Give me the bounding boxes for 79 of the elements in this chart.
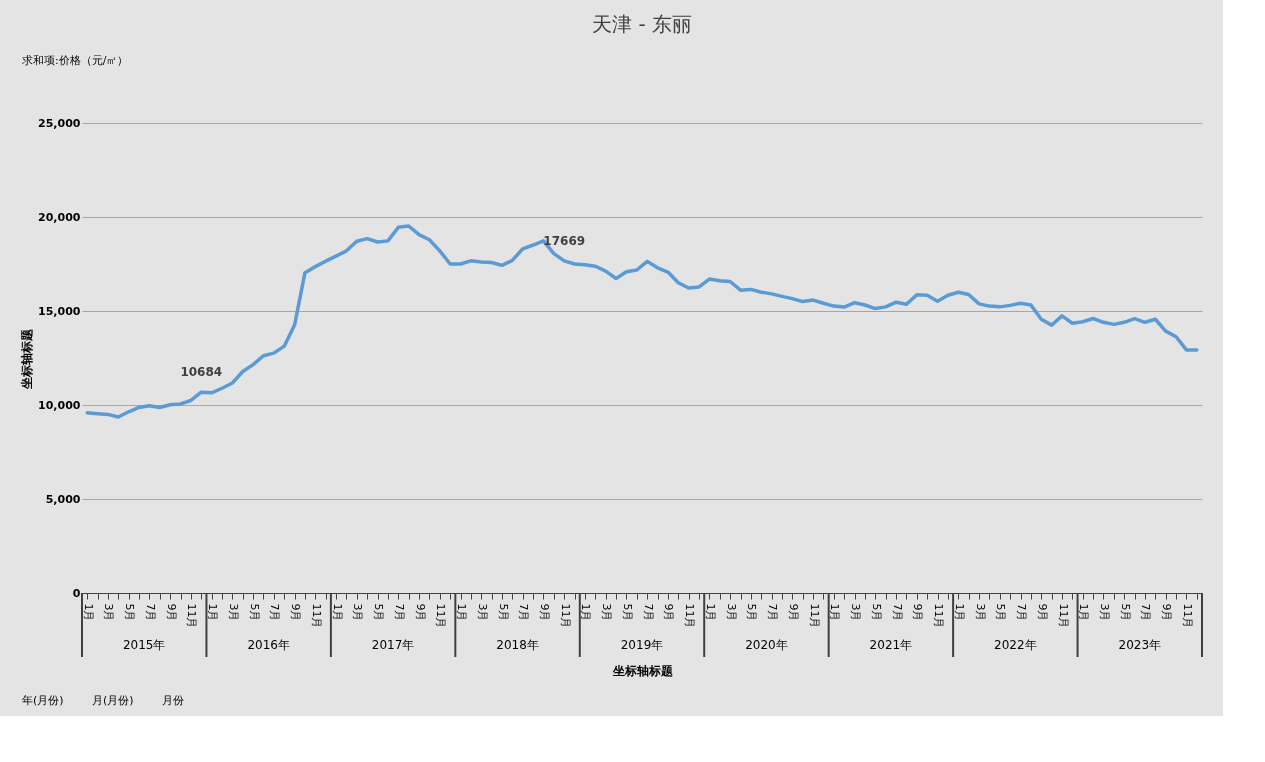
chart-title: 天津 - 东丽 xyxy=(592,12,692,36)
x-tick-label: 9月 xyxy=(911,603,925,622)
y-tick-label: 10,000 xyxy=(38,398,81,412)
x-tick-label: 11月 xyxy=(1180,603,1194,629)
x-tick-label: 3月 xyxy=(1097,603,1111,622)
text: 求和项:价格（元/㎡） xyxy=(22,54,129,67)
x-tick-label: 9月 xyxy=(1160,603,1174,622)
data-label: 17669 xyxy=(543,233,586,248)
x-tick-label: 7月 xyxy=(641,603,655,622)
text: 2023年 xyxy=(1118,638,1162,652)
x-tick-label: 1月 xyxy=(952,603,966,622)
y-tick-label: 25,000 xyxy=(38,116,81,130)
line-series xyxy=(85,224,1199,419)
x-tick-label: 5月 xyxy=(869,603,883,622)
x-tick-label: 11月 xyxy=(309,603,323,629)
x-tick-label: 11月 xyxy=(558,603,572,629)
x-tick-label: 7月 xyxy=(766,603,780,622)
y-tick-label: 20,000 xyxy=(38,210,81,224)
x-tick-label: 5月 xyxy=(247,603,261,622)
x-tick-label: 1月 xyxy=(206,603,220,622)
text: 2019年 xyxy=(620,638,664,652)
x-tick-label: 1月 xyxy=(703,603,717,622)
y-axis-title: 坐标轴标题 xyxy=(20,328,35,390)
x-tick-label: 3月 xyxy=(226,603,240,622)
x-tick-label: 1月 xyxy=(1077,603,1091,622)
x-tick-label: 11月 xyxy=(434,603,448,629)
text: 月(月份) xyxy=(92,694,134,707)
x-tick-label: 3月 xyxy=(849,603,863,622)
text: 2021年 xyxy=(869,638,913,652)
y-tick-label: 0 xyxy=(72,586,81,600)
x-tick-label: 11月 xyxy=(1056,603,1070,629)
x-tick-label: 1月 xyxy=(330,603,344,622)
x-tick-label: 9月 xyxy=(164,603,178,622)
x-tick-label: 9月 xyxy=(662,603,676,622)
x-tick-label: 3月 xyxy=(475,603,489,622)
text: 2018年 xyxy=(496,638,539,652)
text: 2022年 xyxy=(994,638,1037,652)
x-tick-label: 3月 xyxy=(102,603,116,622)
x-tick-label: 7月 xyxy=(517,603,531,622)
x-tick-label: 9月 xyxy=(537,603,551,622)
x-tick-label: 9月 xyxy=(413,603,427,622)
x-tick-label: 1月 xyxy=(828,603,842,622)
x-tick-label: 3月 xyxy=(973,603,987,622)
x-tick-label: 7月 xyxy=(143,603,157,622)
x-tick-label: 3月 xyxy=(351,603,365,622)
y-tick-label: 5,000 xyxy=(45,492,81,506)
x-tick-label: 7月 xyxy=(1139,603,1153,622)
x-tick-label: 5月 xyxy=(123,603,137,622)
x-tick-label: 11月 xyxy=(185,603,199,629)
x-tick-label: 7月 xyxy=(392,603,406,622)
x-tick-label: 7月 xyxy=(1015,603,1029,622)
x-axis-title: 坐标轴标题 xyxy=(611,664,673,679)
x-tick-label: 3月 xyxy=(600,603,614,622)
x-tick-label: 5月 xyxy=(372,603,386,622)
x-tick-label: 3月 xyxy=(724,603,738,622)
text: 2016年 xyxy=(247,638,290,652)
text: 年(月份) xyxy=(22,694,64,707)
x-tick-label: 11月 xyxy=(683,603,697,629)
text: 2020年 xyxy=(745,638,788,652)
x-tick-label: 9月 xyxy=(289,603,303,622)
x-tick-label: 11月 xyxy=(807,603,821,629)
x-tick-label: 1月 xyxy=(579,603,593,622)
x-tick-label: 9月 xyxy=(786,603,800,622)
text: 月份 xyxy=(162,694,184,707)
text: 2015年 xyxy=(122,638,166,652)
x-tick-label: 5月 xyxy=(1118,603,1132,622)
x-tick-label: 7月 xyxy=(268,603,282,622)
data-label: 10684 xyxy=(180,365,223,380)
x-tick-label: 5月 xyxy=(994,603,1008,622)
x-tick-label: 9月 xyxy=(1035,603,1049,622)
x-tick-label: 5月 xyxy=(745,603,759,622)
x-tick-label: 5月 xyxy=(496,603,510,622)
x-tick-label: 5月 xyxy=(620,603,634,622)
x-tick-label: 1月 xyxy=(81,603,95,622)
x-tick-label: 7月 xyxy=(890,603,904,622)
x-tick-label: 11月 xyxy=(932,603,946,629)
y-tick-label: 15,000 xyxy=(38,304,81,318)
text: 2017年 xyxy=(371,638,415,652)
x-tick-label: 1月 xyxy=(455,603,469,622)
